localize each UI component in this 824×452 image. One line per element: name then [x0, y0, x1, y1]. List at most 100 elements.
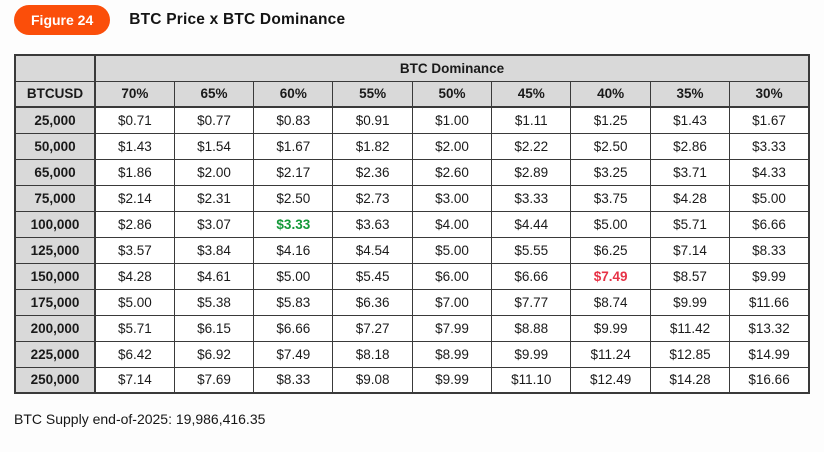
value-cell: $2.36: [332, 158, 413, 186]
value-cell: $4.00: [411, 210, 493, 238]
value-cell: $2.14: [94, 184, 175, 212]
table-row: 150,000 $4.28 $4.61 $5.00 $5.45 $6.00 $6.66 $7.…: [14, 262, 810, 290]
value-cell: $4.33: [729, 158, 810, 186]
value-cell: $8.74: [570, 288, 651, 316]
column-header: 45%: [491, 80, 572, 108]
value-cell: $0.77: [173, 106, 255, 134]
value-cell: $3.63: [332, 210, 413, 238]
value-cell: $3.84: [173, 236, 255, 264]
value-cell: $0.91: [332, 106, 413, 134]
value-cell: $6.42: [94, 340, 175, 368]
value-cell: $4.28: [649, 184, 731, 212]
value-cell: $9.99: [729, 262, 810, 290]
table-row: 100,000 $2.86 $3.07 $3.33 $3.63 $4.00 $4.44 $5.…: [14, 210, 810, 238]
value-cell: $9.99: [411, 366, 493, 394]
value-cell: $5.00: [94, 288, 175, 316]
value-cell: $7.14: [649, 236, 731, 264]
value-cell: $8.18: [332, 340, 413, 368]
value-cell: $3.33: [729, 132, 810, 160]
value-cell: $2.86: [94, 210, 175, 238]
value-cell: $7.49: [570, 262, 651, 290]
value-cell: $6.66: [729, 210, 810, 238]
value-cell: $9.99: [649, 288, 731, 316]
value-cell: $5.71: [649, 210, 731, 238]
value-cell: $7.14: [94, 366, 175, 394]
row-label: 250,000: [14, 366, 96, 394]
value-cell: $1.54: [173, 132, 255, 160]
value-cell: $7.00: [411, 288, 493, 316]
row-label: 100,000: [14, 210, 96, 238]
value-cell: $3.33: [491, 184, 572, 212]
value-cell: $3.07: [173, 210, 255, 238]
figure-title: BTC Price x BTC Dominance: [129, 10, 346, 28]
row-label: 75,000: [14, 184, 96, 212]
value-cell: $1.25: [570, 106, 651, 134]
value-cell: $5.00: [729, 184, 810, 212]
value-cell: $5.00: [411, 236, 493, 264]
column-header: 65%: [173, 80, 255, 108]
value-cell: $7.77: [491, 288, 572, 316]
value-cell: $6.25: [570, 236, 651, 264]
value-cell: $5.55: [491, 236, 572, 264]
value-cell: $3.33: [253, 210, 334, 238]
value-cell: $6.15: [173, 314, 255, 342]
value-cell: $2.31: [173, 184, 255, 212]
value-cell: $6.66: [491, 262, 572, 290]
value-cell: $1.43: [649, 106, 731, 134]
value-cell: $2.17: [253, 158, 334, 186]
table-row: 175,000 $5.00 $5.38 $5.83 $6.36 $7.00 $7.77 $8.…: [14, 288, 810, 316]
group-header: BTC Dominance: [94, 54, 810, 82]
value-cell: $6.36: [332, 288, 413, 316]
value-cell: $2.73: [332, 184, 413, 212]
table-row: 50,000 $1.43 $1.54 $1.67 $1.82 $2.00 $2.22 $2.5…: [14, 132, 810, 160]
btc-dominance-table: BTC Dominance BTCUSD 70% 65% 60% 55% 50% 45% 4…: [14, 54, 810, 394]
row-label: 65,000: [14, 158, 96, 186]
row-label: 175,000: [14, 288, 96, 316]
row-label: 125,000: [14, 236, 96, 264]
value-cell: $11.42: [649, 314, 731, 342]
value-cell: $4.16: [253, 236, 334, 264]
value-cell: $9.99: [491, 340, 572, 368]
table-row: 25,000 $0.71 $0.77 $0.83 $0.91 $1.00 $1.11 $1.2…: [14, 106, 810, 134]
value-cell: $6.00: [411, 262, 493, 290]
row-label: 200,000: [14, 314, 96, 342]
value-cell: $13.32: [729, 314, 810, 342]
value-cell: $6.66: [253, 314, 334, 342]
row-label: 25,000: [14, 106, 96, 134]
value-cell: $4.28: [94, 262, 175, 290]
value-cell: $1.86: [94, 158, 175, 186]
value-cell: $2.89: [491, 158, 572, 186]
value-cell: $5.45: [332, 262, 413, 290]
value-cell: $3.57: [94, 236, 175, 264]
table-row: 65,000 $1.86 $2.00 $2.17 $2.36 $2.60 $2.89 $3.2…: [14, 158, 810, 186]
value-cell: $3.25: [570, 158, 651, 186]
column-header: 60%: [253, 80, 334, 108]
value-cell: $9.08: [332, 366, 413, 394]
value-cell: $7.99: [411, 314, 493, 342]
table-body: 25,000 $0.71 $0.77 $0.83 $0.91 $1.00 $1.11 $1.2…: [14, 106, 810, 394]
value-cell: $5.00: [253, 262, 334, 290]
value-cell: $3.75: [570, 184, 651, 212]
value-cell: $1.11: [491, 106, 572, 134]
figure-badge: Figure 24: [14, 4, 111, 35]
value-cell: $12.85: [649, 340, 731, 368]
column-header: 35%: [649, 80, 731, 108]
value-cell: $4.61: [173, 262, 255, 290]
table-head: BTC Dominance BTCUSD 70% 65% 60% 55% 50% 45% 4…: [14, 54, 810, 108]
value-cell: $8.88: [491, 314, 572, 342]
value-cell: $2.00: [411, 132, 493, 160]
value-cell: $5.38: [173, 288, 255, 316]
value-cell: $2.86: [649, 132, 731, 160]
value-cell: $16.66: [729, 366, 810, 394]
value-cell: $1.67: [729, 106, 810, 134]
table-row: 125,000 $3.57 $3.84 $4.16 $4.54 $5.00 $5.55 $6.…: [14, 236, 810, 264]
value-cell: $1.00: [411, 106, 493, 134]
value-cell: $11.10: [491, 366, 572, 394]
table-row: 200,000 $5.71 $6.15 $6.66 $7.27 $7.99 $8.88 $9.…: [14, 314, 810, 342]
value-cell: $5.71: [94, 314, 175, 342]
value-cell: $11.66: [729, 288, 810, 316]
value-cell: $6.92: [173, 340, 255, 368]
row-label: 150,000: [14, 262, 96, 290]
value-cell: $9.99: [570, 314, 651, 342]
value-cell: $8.33: [729, 236, 810, 264]
